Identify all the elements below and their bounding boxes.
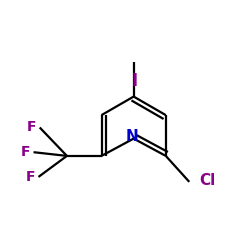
Text: I: I <box>132 72 138 90</box>
Text: F: F <box>20 145 30 159</box>
Text: Cl: Cl <box>199 173 216 188</box>
Text: F: F <box>25 170 35 184</box>
Text: F: F <box>26 120 36 134</box>
Text: N: N <box>126 128 139 144</box>
